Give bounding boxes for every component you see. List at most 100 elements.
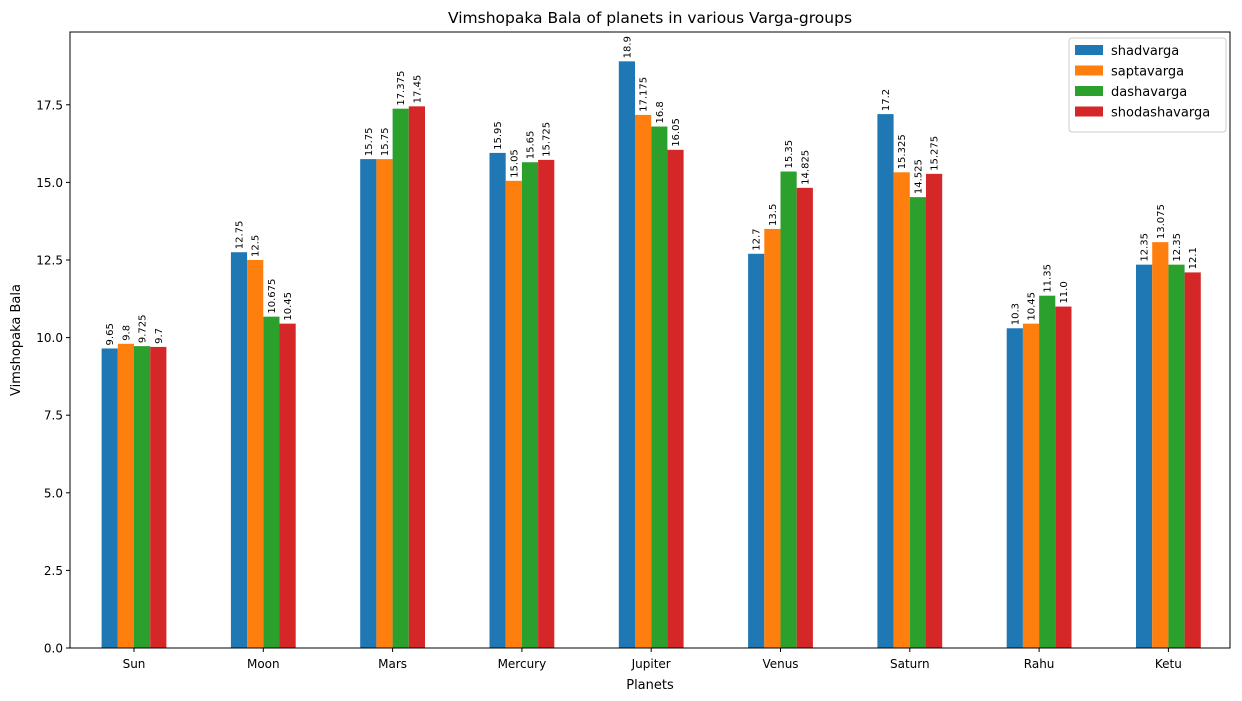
bar-label-shadvarga-sun: 9.65	[105, 323, 116, 345]
bar-shodashavarga-sun	[150, 346, 167, 648]
y-tick-label: 2.5	[44, 564, 63, 578]
y-tick-label: 15.0	[36, 176, 63, 190]
bar-label-saptavarga-venus: 13.5	[768, 204, 779, 226]
bar-dashavarga-saturn	[909, 197, 926, 648]
bar-label-shadvarga-venus: 12.7	[752, 229, 763, 251]
legend-swatch-dashavarga	[1075, 86, 1103, 96]
bar-shadvarga-saturn	[877, 114, 894, 649]
bar-shodashavarga-rahu	[1055, 306, 1072, 648]
y-tick-label: 0.0	[44, 642, 63, 656]
y-axis: 0.0 2.5 5.0 7.5 10.0 12.5 15.0 17.5	[36, 98, 70, 656]
y-axis-label: Vimshopaka Bala	[9, 284, 24, 396]
x-tick-label-sun: Sun	[123, 657, 146, 671]
bar-label-dashavarga-moon: 10.675	[267, 279, 278, 314]
bar-label-dashavarga-ketu: 12.35	[1172, 233, 1183, 262]
legend-label-shadvarga: shadvarga	[1111, 44, 1179, 59]
bar-shadvarga-rahu	[1006, 328, 1023, 648]
bar-label-dashavarga-jupiter: 16.8	[655, 101, 666, 123]
bar-saptavarga-saturn	[893, 172, 910, 649]
bar-saptavarga-moon	[247, 259, 264, 648]
bar-shadvarga-mercury	[489, 152, 506, 648]
bar-shadvarga-mars	[360, 159, 377, 649]
bar-label-dashavarga-venus: 15.35	[784, 140, 795, 169]
bar-shodashavarga-mercury	[538, 159, 555, 648]
x-tick-label-venus: Venus	[762, 657, 798, 671]
bar-label-shodashavarga-mercury: 15.725	[542, 122, 553, 157]
bar-saptavarga-mercury	[505, 180, 522, 648]
bar-saptavarga-venus	[764, 228, 781, 648]
bar-label-shadvarga-moon: 12.75	[235, 221, 246, 250]
bar-dashavarga-mercury	[521, 162, 539, 648]
bar-labels-group: 9.65 12.75 15.75 15.95 18.9 12.7 17.2 10.3 12.35…	[105, 36, 1199, 345]
bar-label-dashavarga-sun: 9.725	[138, 314, 149, 343]
bar-dashavarga-sun	[134, 346, 151, 648]
bar-shodashavarga-saturn	[926, 173, 943, 649]
bar-saptavarga-sun	[117, 343, 134, 648]
bar-dashavarga-moon	[263, 316, 280, 648]
x-tick-label-ketu: Ketu	[1155, 657, 1182, 671]
bar-label-shodashavarga-rahu: 11.0	[1059, 281, 1070, 303]
bar-label-shadvarga-mercury: 15.95	[493, 121, 504, 150]
legend-swatch-shadvarga	[1075, 45, 1103, 55]
y-tick-label: 7.5	[44, 409, 63, 423]
bar-label-saptavarga-mars: 15.75	[380, 127, 391, 156]
bar-dashavarga-rahu	[1039, 295, 1056, 648]
bar-label-shodashavarga-moon: 10.45	[283, 292, 294, 321]
legend-label-dashavarga: dashavarga	[1111, 85, 1187, 100]
y-tick-label: 10.0	[36, 331, 63, 345]
bar-label-shodashavarga-mars: 17.45	[412, 75, 423, 104]
bar-shodashavarga-jupiter	[667, 149, 684, 649]
legend: shadvarga saptavarga dashavarga shodashavar…	[1068, 37, 1227, 133]
bar-label-saptavarga-ketu: 13.075	[1156, 204, 1167, 239]
x-axis: Sun Moon Mars Mercury Jupiter Venus Saturn Rahu…	[123, 648, 1182, 671]
x-tick-label-mars: Mars	[378, 657, 407, 671]
y-tick-label: 5.0	[44, 486, 63, 500]
bar-label-shadvarga-mars: 15.75	[364, 127, 375, 156]
x-tick-label-moon: Moon	[247, 657, 280, 671]
bar-label-dashavarga-mercury: 15.65	[526, 131, 537, 160]
bar-label-dashavarga-saturn: 14.525	[913, 159, 924, 194]
plot-frame	[69, 31, 1231, 649]
x-tick-label-jupiter: Jupiter	[631, 657, 671, 671]
bar-shodashavarga-moon	[279, 323, 296, 648]
bar-saptavarga-rahu	[1022, 323, 1040, 648]
bar-label-shadvarga-jupiter: 18.9	[622, 36, 633, 58]
y-tick-label: 17.5	[36, 98, 63, 112]
bar-saptavarga-jupiter	[635, 114, 652, 648]
bar-shadvarga-sun	[101, 348, 118, 648]
x-axis-label: Planets	[626, 678, 674, 693]
bar-label-saptavarga-mercury: 15.05	[509, 149, 520, 178]
bar-label-saptavarga-moon: 12.5	[251, 235, 262, 257]
bar-shadvarga-moon	[230, 252, 248, 649]
legend-box	[1068, 37, 1227, 133]
bar-dashavarga-ketu	[1168, 264, 1185, 648]
bar-label-shodashavarga-ketu: 12.1	[1188, 247, 1199, 269]
bar-label-shodashavarga-saturn: 15.275	[930, 136, 941, 171]
legend-swatch-shodashavarga	[1075, 106, 1103, 117]
chart-title: Vimshopaka Bala of planets in various Va…	[448, 9, 852, 27]
bar-label-shodashavarga-jupiter: 16.05	[671, 118, 682, 147]
bar-shodashavarga-mars	[408, 106, 425, 649]
bar-label-dashavarga-mars: 17.375	[396, 71, 407, 106]
bar-dashavarga-mars	[392, 108, 409, 649]
legend-label-saptavarga: saptavarga	[1111, 65, 1184, 80]
bar-saptavarga-ketu	[1152, 242, 1169, 648]
bar-label-saptavarga-sun: 9.8	[121, 325, 132, 341]
x-tick-label-mercury: Mercury	[498, 657, 547, 671]
legend-label-shodashavarga: shodashavarga	[1111, 106, 1210, 121]
bar-shadvarga-jupiter	[618, 61, 635, 648]
bar-label-shodashavarga-venus: 14.825	[800, 150, 811, 185]
bar-label-dashavarga-rahu: 11.35	[1043, 264, 1054, 293]
y-tick-label: 12.5	[36, 253, 63, 267]
bar-shodashavarga-ketu	[1184, 272, 1201, 648]
bar-saptavarga-mars	[376, 159, 393, 649]
bar-label-shadvarga-ketu: 12.35	[1140, 233, 1151, 262]
bar-shadvarga-ketu	[1136, 264, 1153, 648]
bar-label-shadvarga-saturn: 17.2	[881, 89, 892, 111]
bar-label-shodashavarga-sun: 9.7	[154, 328, 165, 344]
bar-dashavarga-venus	[780, 171, 797, 648]
bar-label-shadvarga-rahu: 10.3	[1010, 303, 1021, 325]
bar-label-saptavarga-saturn: 15.325	[897, 134, 908, 169]
bar-dashavarga-jupiter	[651, 126, 668, 648]
